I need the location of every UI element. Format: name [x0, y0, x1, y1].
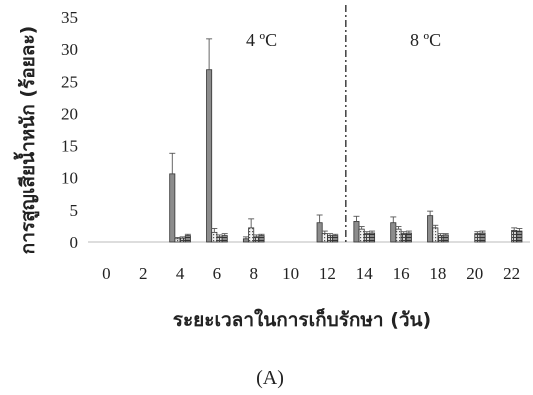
annotation-8c: 8 ºC — [410, 30, 441, 50]
bar — [432, 227, 439, 243]
x-tick-label: 8 — [250, 264, 259, 283]
y-axis-ticks: 0 5 10 15 20 25 30 35 — [61, 8, 78, 252]
annotation-4c: 4 ºC — [246, 30, 277, 50]
x-tick-label: 12 — [319, 264, 336, 283]
bar — [179, 237, 186, 243]
bar — [248, 227, 255, 243]
bar — [437, 235, 444, 243]
y-tick-label: 10 — [61, 169, 78, 188]
x-tick-label: 16 — [393, 264, 410, 283]
bar — [363, 233, 370, 243]
panel-label: (A) — [256, 367, 284, 389]
x-tick-label: 10 — [282, 264, 299, 283]
bar — [169, 173, 176, 243]
y-tick-label: 30 — [61, 40, 78, 59]
bar — [174, 238, 181, 243]
bar — [427, 215, 434, 243]
y-tick-label: 25 — [61, 72, 78, 91]
bar — [216, 236, 223, 243]
bar — [327, 235, 334, 243]
y-tick-label: 0 — [70, 233, 79, 252]
y-tick-label: 20 — [61, 104, 78, 123]
bar — [242, 238, 249, 243]
bar — [353, 221, 360, 243]
bar — [258, 235, 265, 243]
x-tick-label: 20 — [466, 264, 483, 283]
bar — [316, 222, 323, 243]
y-axis-label: การสูญเสียน้ำหนัก (ร้อยละ) — [13, 26, 40, 255]
y-tick-label: 15 — [61, 137, 78, 156]
bar-series — [169, 38, 523, 243]
bar — [184, 235, 191, 243]
x-tick-label: 18 — [429, 264, 446, 283]
bar — [211, 231, 218, 243]
x-tick-label: 0 — [102, 264, 111, 283]
bar — [221, 235, 228, 243]
x-tick-label: 2 — [139, 264, 148, 283]
bar — [511, 230, 518, 243]
bar — [479, 232, 486, 243]
x-tick-label: 22 — [503, 264, 520, 283]
bar — [400, 233, 407, 243]
bar — [321, 233, 328, 243]
x-tick-label: 4 — [176, 264, 185, 283]
x-axis-label: ระยะเวลาในการเก็บรักษา (วัน) — [173, 307, 431, 331]
x-axis-ticks: 0 2 4 6 8 10 12 14 16 18 20 22 — [102, 264, 520, 283]
bar — [253, 236, 260, 243]
bar — [390, 222, 397, 243]
bar — [516, 230, 523, 243]
bar — [206, 69, 213, 243]
x-tick-label: 6 — [213, 264, 222, 283]
bar — [474, 233, 481, 243]
bar — [369, 232, 376, 243]
y-tick-label: 35 — [61, 8, 78, 27]
bar — [358, 228, 365, 243]
x-tick-label: 14 — [356, 264, 374, 283]
bar — [332, 235, 339, 243]
y-tick-label: 5 — [70, 201, 79, 220]
bar — [405, 232, 412, 243]
bar — [442, 234, 449, 243]
bar — [395, 228, 402, 243]
